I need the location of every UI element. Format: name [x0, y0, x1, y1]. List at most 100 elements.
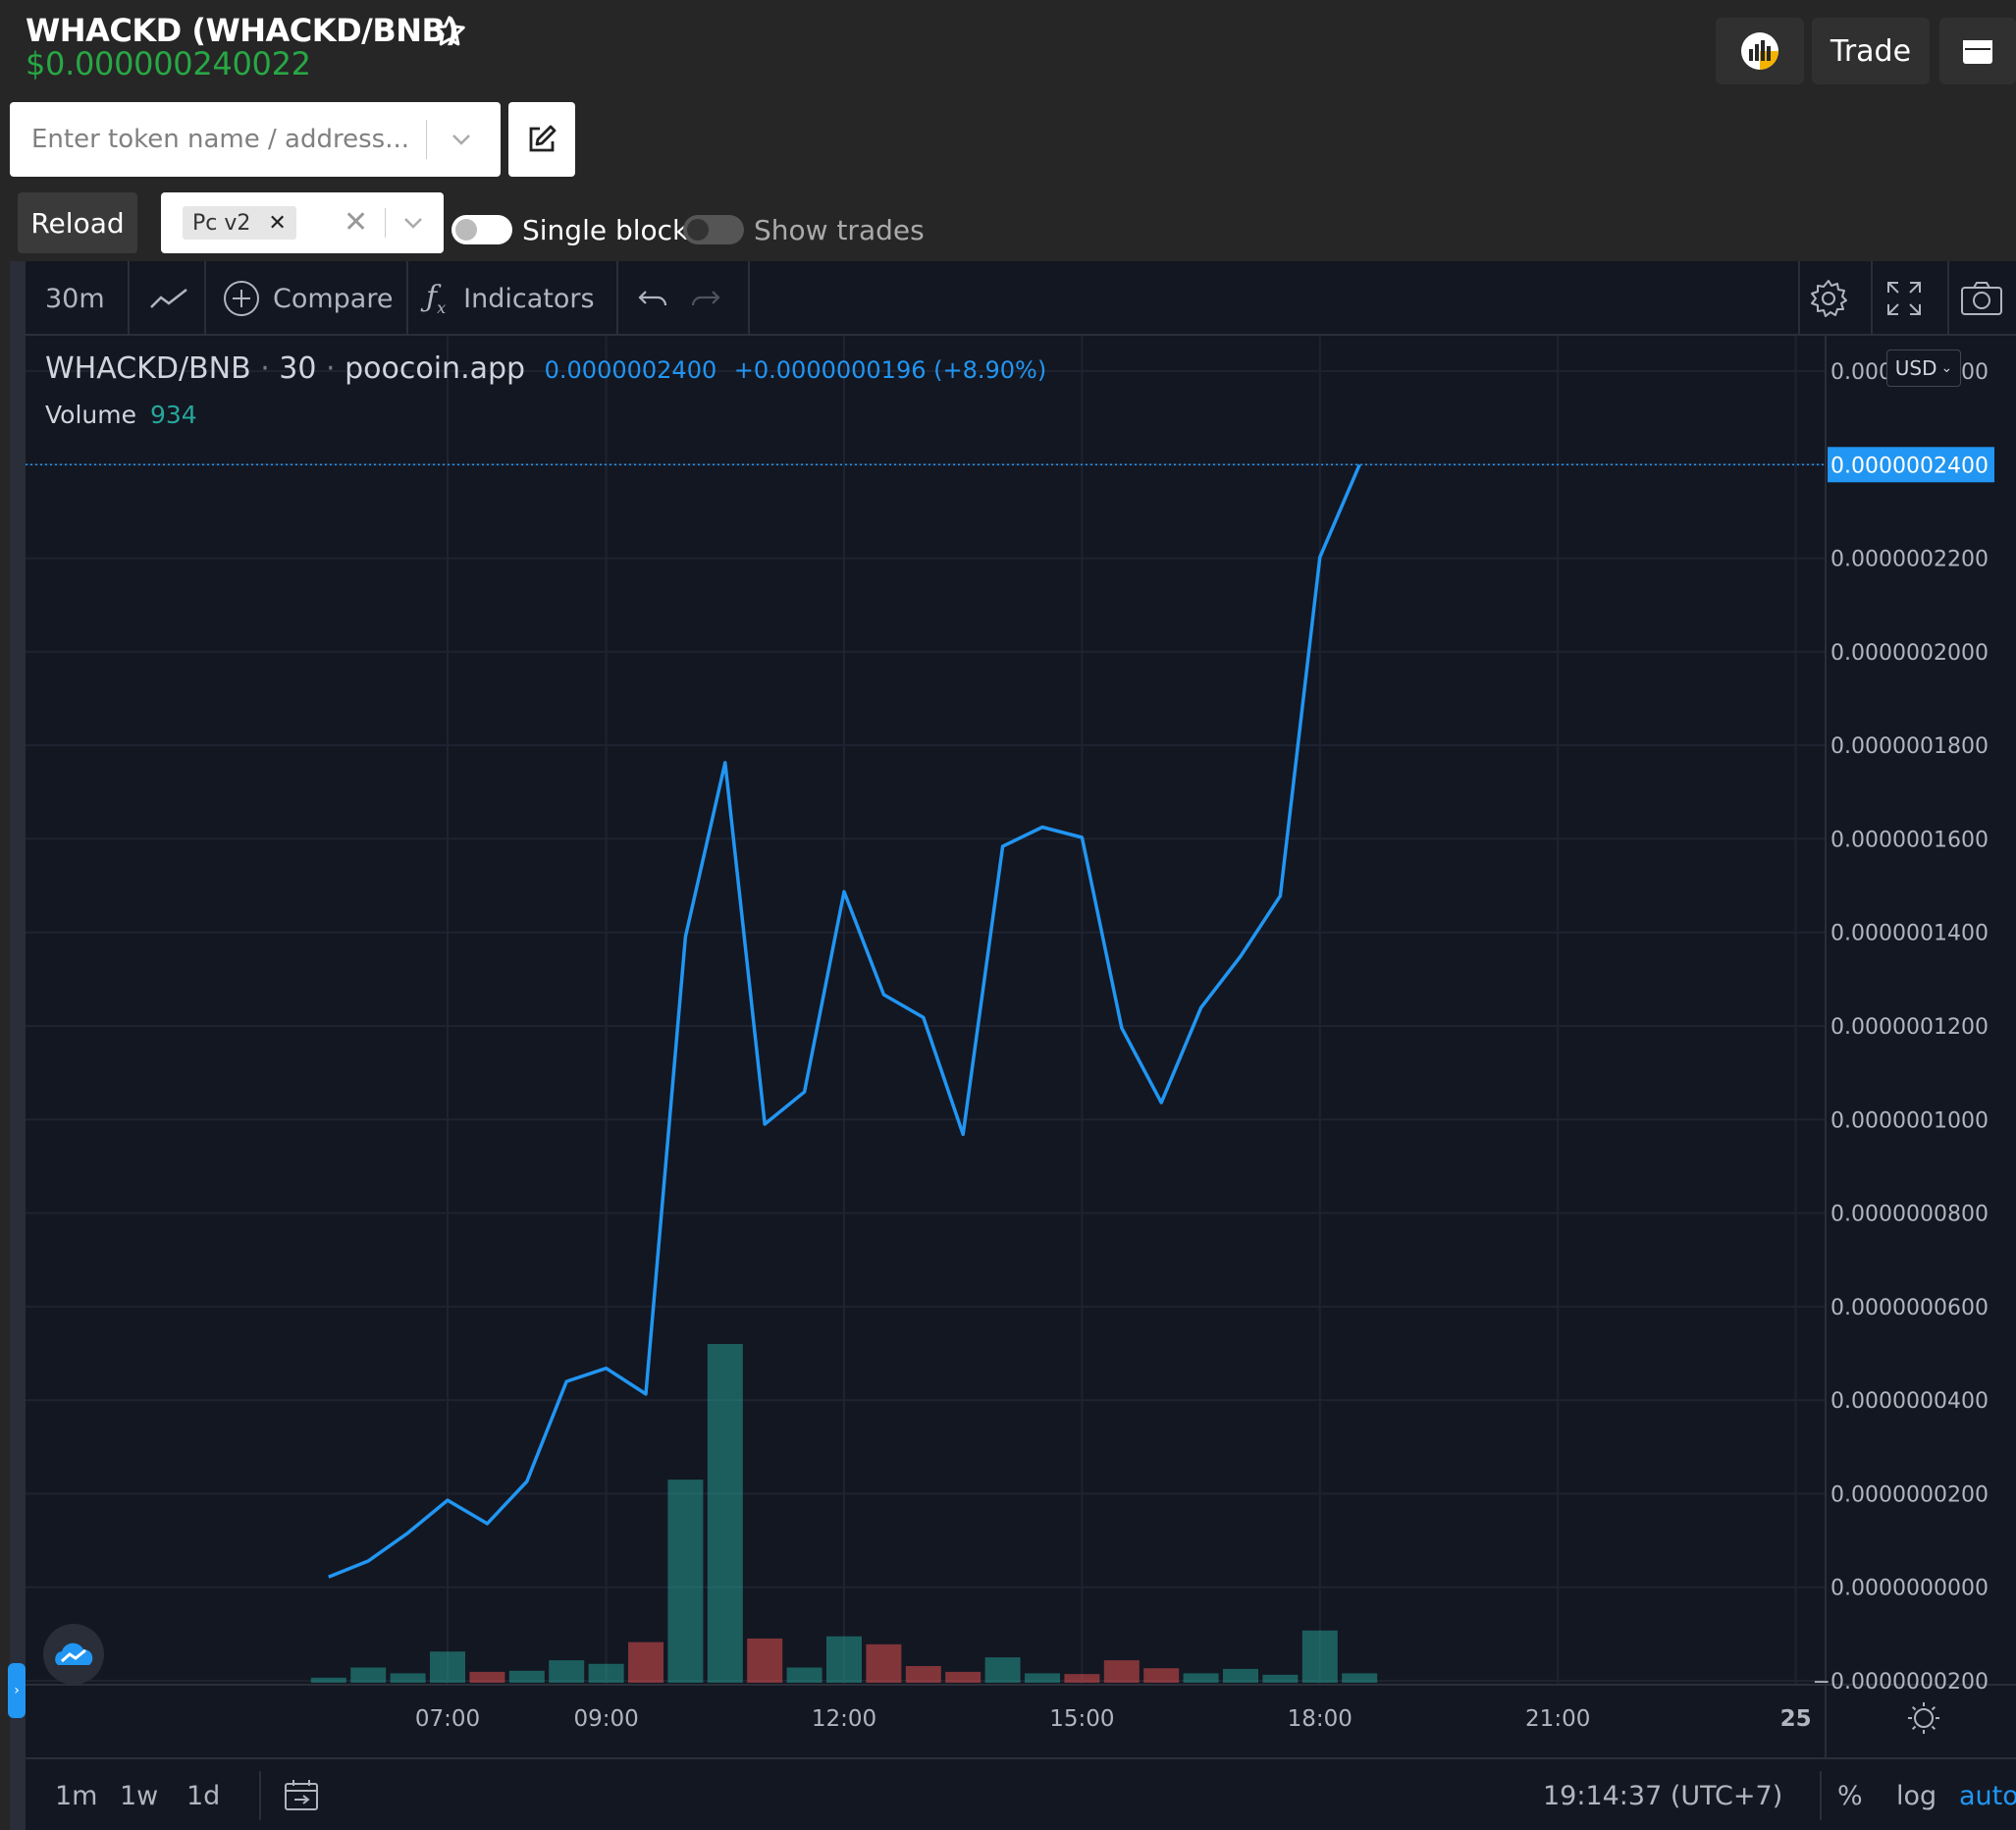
chart-menu-button[interactable]	[1716, 18, 1804, 84]
x-tick-label: 21:00	[1525, 1706, 1590, 1732]
chart-widget: 30m Compare ƒx Indicators	[10, 261, 2016, 1830]
line-style-icon	[150, 289, 187, 308]
reload-button[interactable]: Reload	[18, 192, 137, 253]
volume-bar	[826, 1636, 862, 1683]
price-chart[interactable]: 0.00000026000.00000024000.00000022000.00…	[10, 336, 2016, 1759]
sun-icon[interactable]	[1908, 1702, 1939, 1734]
version-chip-label: Pc v2	[192, 210, 251, 236]
compare-label: Compare	[273, 283, 394, 314]
snapshot-button[interactable]	[1959, 261, 2004, 336]
clock[interactable]: 19:14:37 (UTC+7)	[1543, 1780, 1783, 1811]
fullscreen-button[interactable]	[1884, 261, 1924, 336]
y-tick-label: 0.0000001000	[1830, 1108, 1989, 1133]
volume-bar	[508, 1670, 545, 1683]
y-tick-label: 0.0000001400	[1830, 922, 1989, 946]
volume-bar	[747, 1638, 783, 1683]
volume-bar	[588, 1663, 624, 1683]
function-icon: ƒx	[426, 280, 447, 317]
percent-toggle[interactable]: %	[1837, 1780, 1863, 1811]
search-divider	[426, 120, 427, 159]
volume-bar	[310, 1677, 346, 1683]
star-icon[interactable]	[432, 14, 467, 49]
x-tick-label: 15:00	[1049, 1706, 1114, 1732]
compare-button[interactable]: Compare	[222, 261, 393, 336]
edit-button[interactable]	[508, 102, 575, 177]
range-1m[interactable]: 1m	[55, 1780, 98, 1811]
range-1w[interactable]: 1w	[120, 1780, 159, 1811]
volume-bar	[945, 1671, 981, 1683]
left-edge	[10, 261, 26, 1830]
legend-interval: 30	[279, 351, 317, 386]
single-blocks-toggle[interactable]	[451, 215, 512, 244]
y-tick-label: 0.0000000400	[1830, 1389, 1989, 1414]
volume-value: 934	[149, 401, 197, 429]
last-price-label: 0.0000002400	[1830, 454, 1989, 478]
legend-source: poocoin.app	[345, 351, 526, 386]
calendar-goto-icon	[285, 1780, 318, 1810]
goto-date-button[interactable]	[283, 1759, 320, 1830]
volume-bar	[469, 1671, 505, 1683]
x-tick-label: 12:00	[812, 1706, 876, 1732]
volume-bar	[984, 1657, 1021, 1683]
redo-icon	[691, 291, 720, 306]
x-tick-label: 09:00	[573, 1706, 638, 1732]
volume-label: Volume	[45, 401, 136, 429]
interval-button[interactable]: 30m	[45, 283, 105, 314]
token-search[interactable]	[10, 102, 501, 177]
volume-bar	[1342, 1673, 1378, 1683]
indicators-label: Indicators	[463, 283, 595, 314]
volume-bar	[1143, 1668, 1180, 1683]
chevron-down-icon: ⌄	[1940, 360, 1953, 376]
cloud-logo-icon	[55, 1642, 93, 1665]
x-tick-label: 18:00	[1288, 1706, 1353, 1732]
auto-toggle[interactable]: auto	[1959, 1780, 2016, 1811]
token-search-input[interactable]	[31, 125, 424, 154]
volume-bar	[1103, 1660, 1140, 1683]
volume-bar	[1223, 1668, 1258, 1683]
trade-button[interactable]: Trade	[1812, 18, 1930, 84]
x-tick-label: 25	[1780, 1706, 1812, 1732]
select-divider	[385, 208, 386, 238]
chevron-down-icon[interactable]	[446, 124, 477, 155]
tradingview-logo[interactable]	[43, 1624, 104, 1685]
version-chip[interactable]: Pc v2 ✕	[183, 206, 296, 240]
chevron-down-icon[interactable]	[398, 208, 428, 238]
currency-button[interactable]: USD ⌄	[1886, 350, 1961, 387]
volume-legend: Volume 934	[45, 401, 197, 429]
redo-button[interactable]	[689, 261, 722, 336]
chip-remove-icon[interactable]: ✕	[268, 210, 287, 236]
token-price: $0.000000240022	[26, 45, 311, 82]
indicators-button[interactable]: ƒx Indicators	[426, 261, 595, 336]
currency-label: USD	[1894, 356, 1937, 380]
volume-bar	[786, 1667, 822, 1683]
y-tick-label: 0.0000000800	[1830, 1203, 1989, 1227]
gear-icon	[1811, 280, 1847, 317]
log-toggle[interactable]: log	[1896, 1780, 1937, 1811]
show-trades-toggle[interactable]	[683, 215, 744, 244]
version-select[interactable]: Pc v2 ✕ ✕	[161, 192, 444, 253]
undo-button[interactable]	[636, 261, 669, 336]
wallet-button[interactable]	[1939, 18, 2016, 84]
y-tick-label: 0.0000001600	[1830, 828, 1989, 852]
side-panel-toggle[interactable]: ›	[8, 1663, 26, 1718]
volume-bar	[1025, 1673, 1060, 1683]
chart-style-button[interactable]	[147, 261, 190, 336]
x-tick-label: 07:00	[415, 1706, 480, 1732]
volume-bar	[1064, 1674, 1100, 1683]
edit-icon	[529, 125, 557, 152]
volume-bar	[549, 1660, 585, 1683]
token-title: WHACKD (WHACKD/BNB)	[26, 12, 459, 49]
camera-icon	[1961, 282, 2002, 315]
volume-bar	[390, 1673, 426, 1683]
volume-bar	[1183, 1673, 1219, 1683]
clear-icon[interactable]: ✕	[344, 205, 369, 240]
volume-bar	[1301, 1630, 1338, 1683]
y-tick-label: 0.0000002000	[1830, 641, 1989, 666]
volume-bar	[707, 1344, 743, 1683]
y-tick-label: 0.0000000600	[1830, 1296, 1989, 1320]
single-blocks-label: Single blocks	[522, 214, 703, 246]
last-price-box	[1828, 447, 1994, 483]
volume-bar	[350, 1667, 387, 1683]
settings-button[interactable]	[1808, 261, 1849, 336]
range-1d[interactable]: 1d	[186, 1780, 221, 1811]
